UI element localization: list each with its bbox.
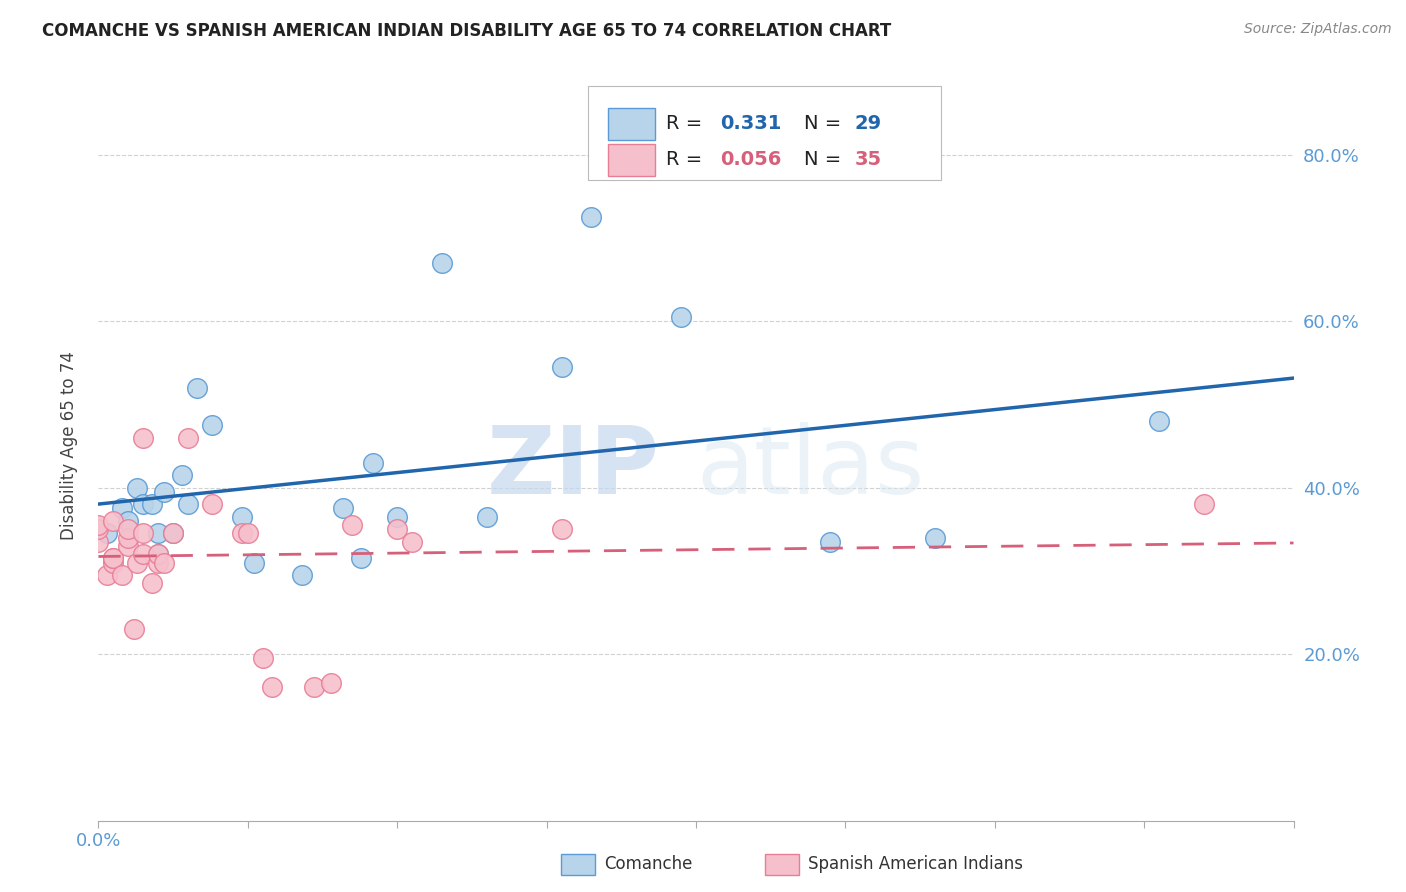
Text: 0.056: 0.056 [720,150,782,169]
Point [385,522,409,536]
Text: N =: N = [804,114,846,133]
Point [430,256,453,270]
Point [260,681,283,695]
Point [111,501,134,516]
Point [302,681,325,695]
FancyBboxPatch shape [607,144,655,176]
FancyBboxPatch shape [607,108,655,139]
Point [924,531,946,545]
Point [153,484,176,499]
Text: 29: 29 [855,114,882,133]
Point [103,556,125,570]
Point [201,497,224,511]
Text: Spanish American Indians: Spanish American Indians [808,855,1024,873]
Point [148,526,170,541]
Point [148,547,170,561]
Point [252,651,274,665]
Point [162,526,184,541]
Point [141,497,163,511]
Point [87,522,110,536]
Point [332,501,354,516]
Point [363,456,385,470]
Point [87,518,110,533]
Point [186,381,208,395]
Point [321,676,343,690]
Point [124,622,146,636]
Text: COMANCHE VS SPANISH AMERICAN INDIAN DISABILITY AGE 65 TO 74 CORRELATION CHART: COMANCHE VS SPANISH AMERICAN INDIAN DISA… [42,22,891,40]
Point [148,556,170,570]
Point [342,518,364,533]
Point [291,568,314,582]
Point [162,526,184,541]
Point [177,497,200,511]
Point [669,310,692,324]
Point [177,431,200,445]
Point [1192,497,1215,511]
Text: Comanche: Comanche [605,855,693,873]
Text: atlas: atlas [696,423,924,515]
Text: Source: ZipAtlas.com: Source: ZipAtlas.com [1244,22,1392,37]
Point [117,539,139,553]
Point [820,534,842,549]
Point [148,547,170,561]
Point [132,497,155,511]
Point [132,431,155,445]
Point [103,514,125,528]
Point [127,481,149,495]
Point [231,526,253,541]
Point [127,556,149,570]
Text: R =: R = [666,114,709,133]
Point [111,568,134,582]
Point [96,568,118,582]
Text: R =: R = [666,150,709,169]
Point [475,509,498,524]
Point [103,551,125,566]
Point [172,468,194,483]
Point [1147,414,1170,428]
FancyBboxPatch shape [589,87,941,180]
Point [117,514,139,528]
Point [581,210,603,224]
Text: N =: N = [804,150,846,169]
Point [401,534,423,549]
Y-axis label: Disability Age 65 to 74: Disability Age 65 to 74 [59,351,77,541]
Point [117,522,139,536]
Point [236,526,259,541]
Point [117,531,139,545]
Text: 35: 35 [855,150,882,169]
Point [231,509,253,524]
Point [132,526,155,541]
Point [87,534,110,549]
Text: ZIP: ZIP [488,423,661,515]
Point [550,522,572,536]
Point [550,359,572,374]
Text: 0.331: 0.331 [720,114,782,133]
Point [385,509,409,524]
Point [153,556,176,570]
Point [96,526,118,541]
Point [141,576,163,591]
Point [243,556,266,570]
Point [350,551,373,566]
Point [132,547,155,561]
Point [201,418,224,433]
Point [103,551,125,566]
